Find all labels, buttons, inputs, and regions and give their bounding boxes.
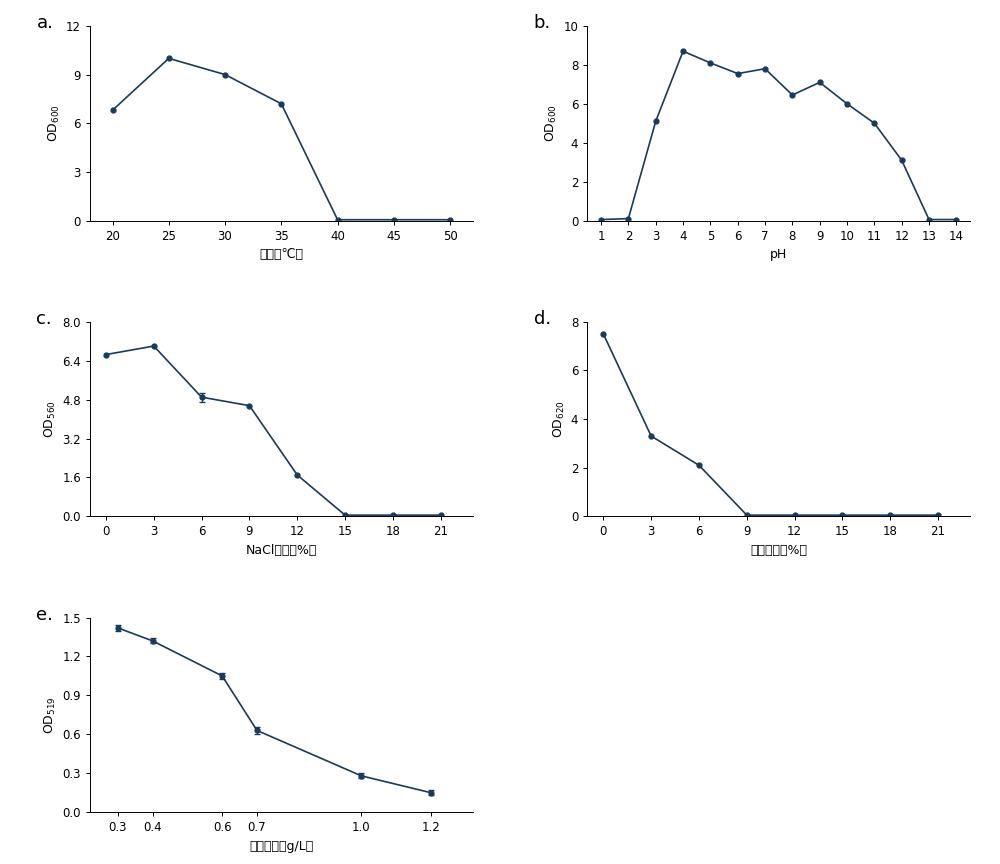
X-axis label: 乙醇浓度（%）: 乙醇浓度（%） — [750, 544, 807, 557]
Text: b.: b. — [534, 14, 551, 32]
Text: e.: e. — [36, 606, 53, 624]
Text: c.: c. — [36, 310, 52, 328]
Text: a.: a. — [36, 14, 53, 32]
Y-axis label: OD$_{600}$: OD$_{600}$ — [544, 105, 559, 142]
X-axis label: 温度（℃）: 温度（℃） — [259, 248, 303, 261]
Y-axis label: OD$_{519}$: OD$_{519}$ — [43, 696, 58, 734]
X-axis label: pH: pH — [770, 248, 787, 261]
Text: d.: d. — [534, 310, 551, 328]
Y-axis label: OD$_{600}$: OD$_{600}$ — [47, 105, 62, 142]
X-axis label: 烟碱浓度（g/L）: 烟碱浓度（g/L） — [249, 840, 313, 853]
Y-axis label: OD$_{620}$: OD$_{620}$ — [552, 400, 567, 438]
X-axis label: NaCl浓度（%）: NaCl浓度（%） — [246, 544, 317, 557]
Y-axis label: OD$_{560}$: OD$_{560}$ — [43, 400, 58, 438]
